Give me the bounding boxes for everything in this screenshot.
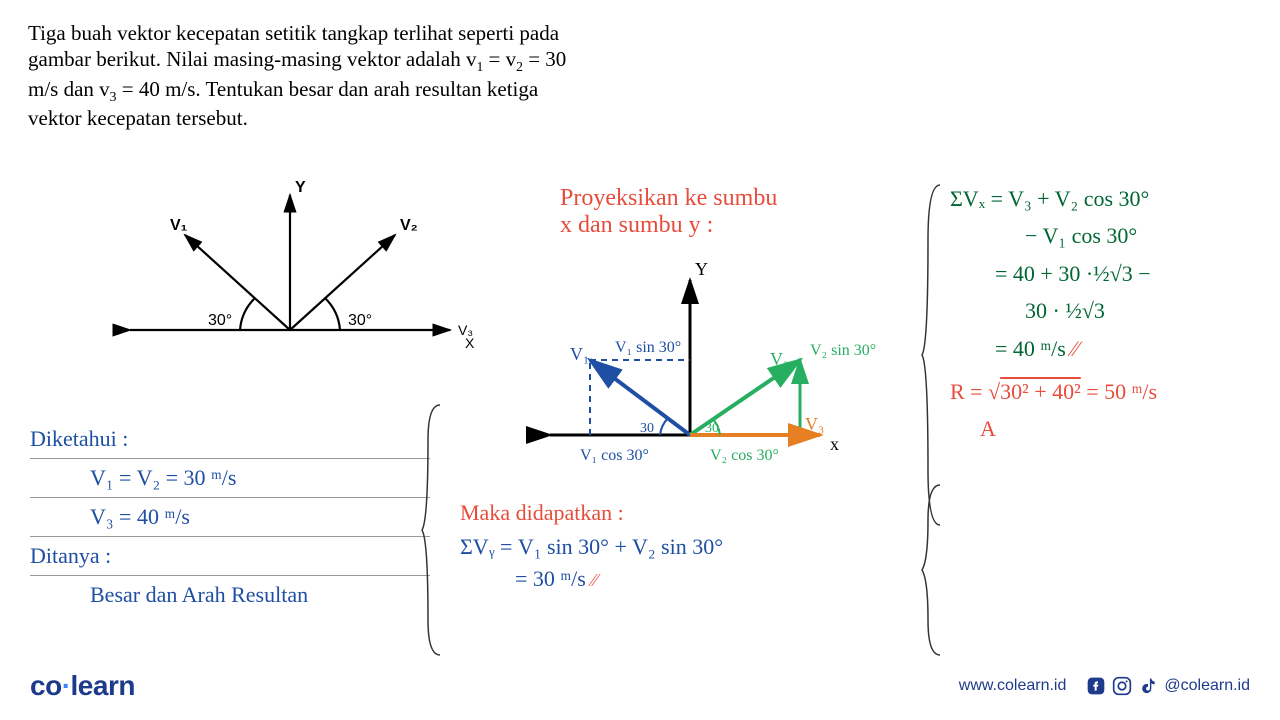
evx-line2: − V₁ cos 30° [950,217,1157,254]
svg-text:V₂ sin 30°: V₂ sin 30° [810,342,876,359]
svg-text:V₁ cos 30°: V₁ cos 30° [580,447,649,464]
svg-text:x: x [830,434,839,454]
evx-line3: = 40 + 30 ·½√3 − [950,255,1157,292]
evy-equation: ΣVᵧ = V₁ sin 30° + V₂ sin 30° [460,534,723,560]
facebook-icon[interactable] [1086,676,1106,696]
v3-value: V₃ = 40 ᵐ/s [30,498,430,537]
brace-2 [920,180,950,530]
svg-text:V₂ cos 30°: V₂ cos 30° [710,447,779,464]
svg-text:30: 30 [705,421,719,436]
svg-text:V₁ sin 30°: V₁ sin 30° [615,339,681,356]
svg-text:Y: Y [695,260,708,279]
v1v2-value: V₁ = V₂ = 30 ᵐ/s [30,459,430,498]
svg-text:V₃: V₃ [805,414,824,434]
problem-statement: Tiga buah vektor kecepatan setitik tangk… [28,20,568,131]
evx-line4: 30 · ½√3 [950,292,1157,329]
maka-label: Maka didapatkan : [460,500,723,526]
evx-line1: ΣVₓ = V₃ + V₂ cos 30° [950,180,1157,217]
brand-logo: co·learn [30,670,135,702]
footer-handle[interactable]: @colearn.id [1164,677,1250,695]
angle-left: 30° [208,312,232,329]
svg-text:V₁: V₁ [570,344,589,364]
svg-text:30: 30 [640,421,654,436]
right-work: ΣVₓ = V₃ + V₂ cos 30° − V₁ cos 30° = 40 … [950,180,1157,448]
angle-right: 30° [348,312,372,329]
brace-3 [920,480,950,660]
evx-result: = 40 ᵐ/s ⁄⁄ [950,330,1157,367]
tiktok-icon[interactable] [1138,676,1158,696]
a-label: A [950,410,1157,447]
printed-vector-diagram: Y V₃ X V₁ V₂ 30° 30° [110,180,480,360]
resultant-equation: R = √30² + 40² = 50 ᵐ/s [950,373,1157,410]
v1-label: V₁ [170,217,188,234]
v2-label: V₂ [400,217,418,234]
axis-x-label: X [465,335,475,351]
projection-diagram: Y x V₁ V₂ V₃ V₁ sin 30° V₂ sin 30° V₁ co… [520,260,920,480]
footer: co·learn www.colearn.id @colearn.id [0,670,1280,702]
diketahui-label: Diketahui : [30,420,430,459]
ditanya-label: Ditanya : [30,537,430,576]
middle-work: Maka didapatkan : ΣVᵧ = V₁ sin 30° + V₂ … [460,500,723,592]
axis-y-label: Y [295,180,306,196]
svg-text:V₂: V₂ [770,349,789,369]
instagram-icon[interactable] [1112,676,1132,696]
known-section: Diketahui : V₁ = V₂ = 30 ᵐ/s V₃ = 40 ᵐ/s… [30,420,430,608]
question-text: Besar dan Arah Resultan [30,576,430,608]
brace-1 [420,400,450,660]
projection-heading: Proyeksikan ke sumbu x dan sumbu y : [560,185,777,239]
footer-url[interactable]: www.colearn.id [959,677,1067,695]
evy-result: = 30 ᵐ/s ⁄⁄ [460,566,723,592]
